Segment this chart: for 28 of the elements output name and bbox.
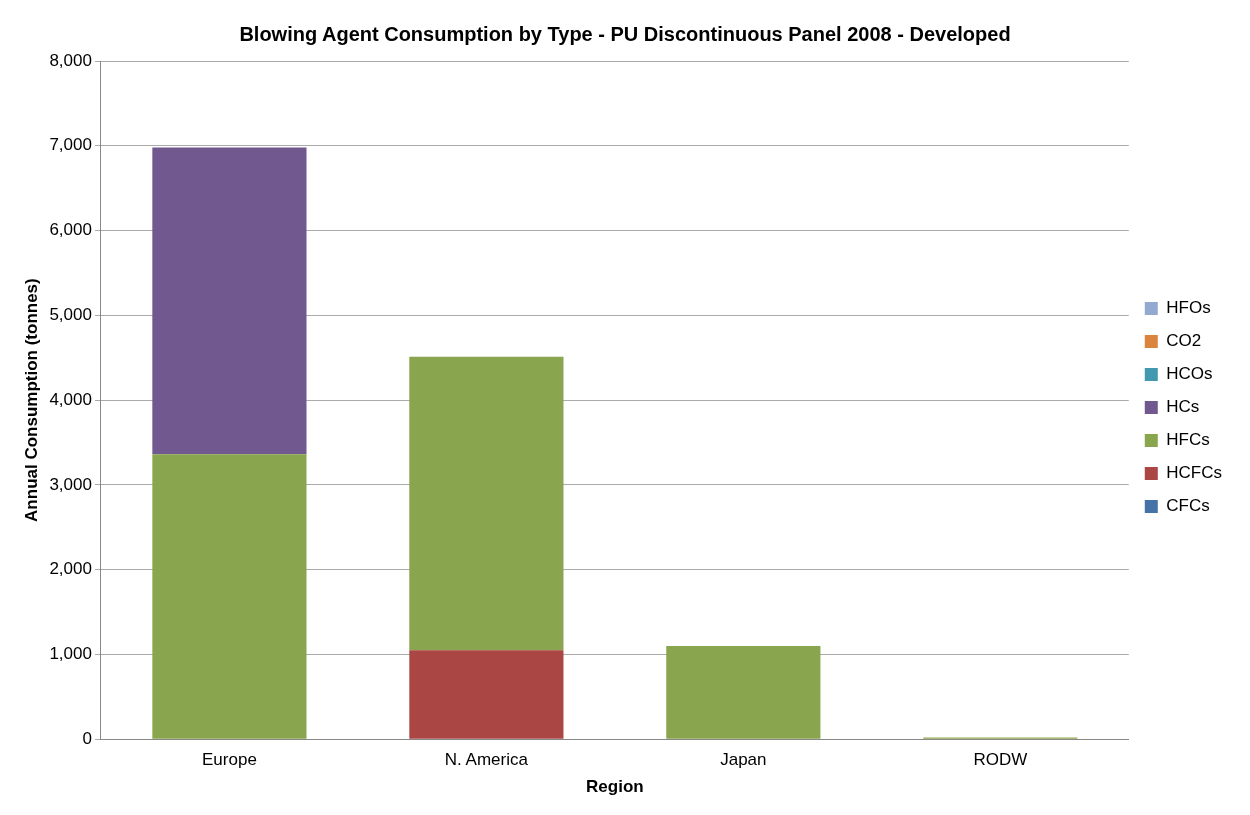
chart-title: Blowing Agent Consumption by Type - PU Discontinuous Panel 2008 - Developed <box>239 22 1011 45</box>
legend-label: HCs <box>1166 397 1200 417</box>
x-tick-label: Europe <box>202 750 257 770</box>
y-tick-label: 7,000 <box>49 135 92 155</box>
x-tick-label: RODW <box>973 750 1028 770</box>
legend-label: CFCs <box>1166 496 1210 516</box>
bar <box>666 645 821 739</box>
legend-label: CO2 <box>1166 331 1202 351</box>
y-tick-label: 8,000 <box>49 50 92 70</box>
y-tick-label: 6,000 <box>49 220 92 240</box>
x-tick-label: Japan <box>720 750 767 770</box>
legend-label: HFCs <box>1166 430 1210 450</box>
y-tick-label: 1,000 <box>49 644 92 664</box>
y-tick-label: 2,000 <box>49 559 92 579</box>
bar <box>409 650 564 739</box>
y-axis-title: Annual Consumption (tonnes) <box>21 278 41 522</box>
legend-label: HFOs <box>1166 298 1211 318</box>
y-tick-label: 5,000 <box>49 305 92 325</box>
bar <box>152 454 307 739</box>
bar <box>409 356 564 651</box>
legend-label: HCOs <box>1166 364 1213 384</box>
y-tick-label: 3,000 <box>49 474 92 494</box>
legend-label: HCFCs <box>1166 463 1222 483</box>
x-tick-label: N. America <box>444 750 529 770</box>
y-tick-label: 4,000 <box>49 389 92 409</box>
y-tick-label: 0 <box>82 728 92 748</box>
x-axis-title: Region <box>586 777 644 797</box>
bar <box>152 147 307 455</box>
